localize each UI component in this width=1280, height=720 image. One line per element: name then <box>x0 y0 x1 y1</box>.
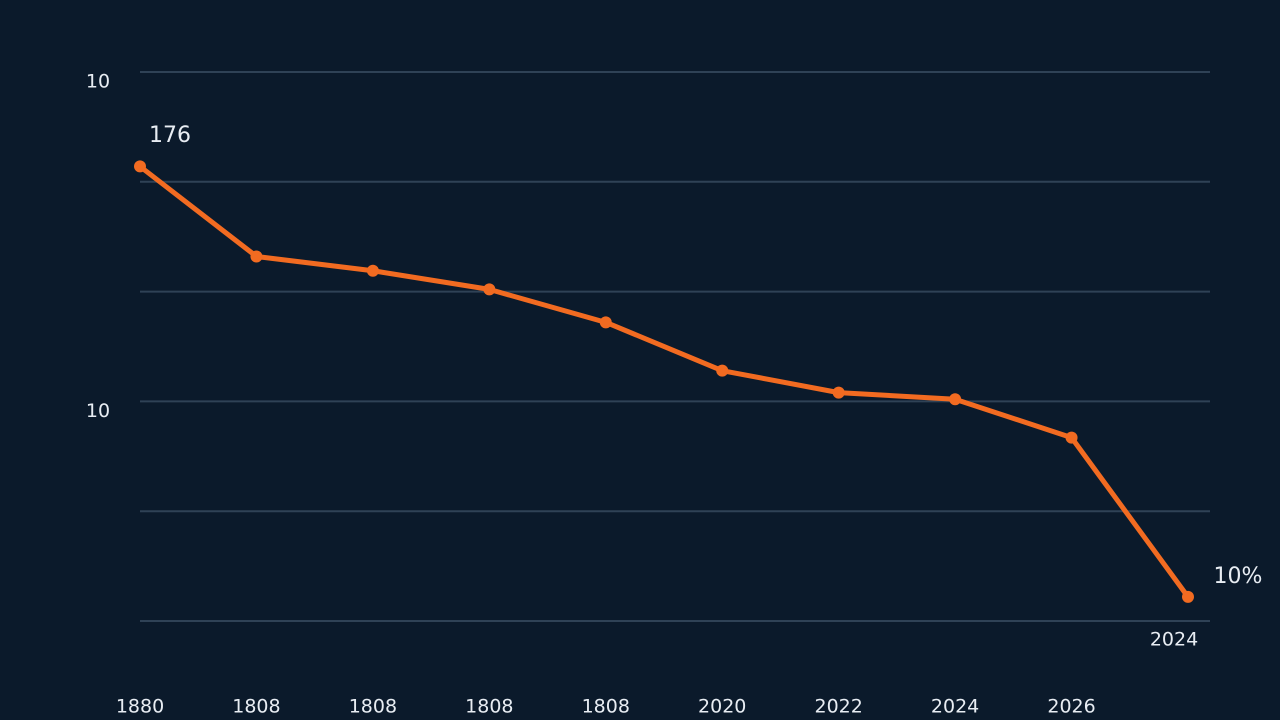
point <box>134 160 146 173</box>
annotation: 10% <box>1214 564 1263 589</box>
x-tick-label: 1808 <box>465 696 513 718</box>
annotation: 176 <box>149 123 191 148</box>
y-tick-label: 10 <box>86 71 110 93</box>
point <box>832 386 845 399</box>
point <box>1182 590 1194 603</box>
x-tick-label: 2022 <box>814 696 862 718</box>
y-tick-label: 10 <box>86 400 110 422</box>
x-tick-label: 2026 <box>1047 696 1095 718</box>
point <box>716 364 729 377</box>
x-tick-label: 1808 <box>349 696 397 718</box>
line <box>138 164 1191 599</box>
x-tick-label: 1808 <box>582 696 630 718</box>
point <box>949 393 962 406</box>
grid <box>140 71 1210 622</box>
point <box>599 316 612 329</box>
point <box>1065 431 1078 444</box>
x-tick-label: 2020 <box>698 696 746 718</box>
point <box>483 283 496 296</box>
x-tick-label: 1808 <box>232 696 280 718</box>
x-tick-label: 2024 <box>1150 629 1198 651</box>
x-tick-label: 2024 <box>931 696 979 718</box>
x-tick-label: 1880 <box>116 696 164 718</box>
point <box>250 250 263 263</box>
point <box>366 264 379 277</box>
